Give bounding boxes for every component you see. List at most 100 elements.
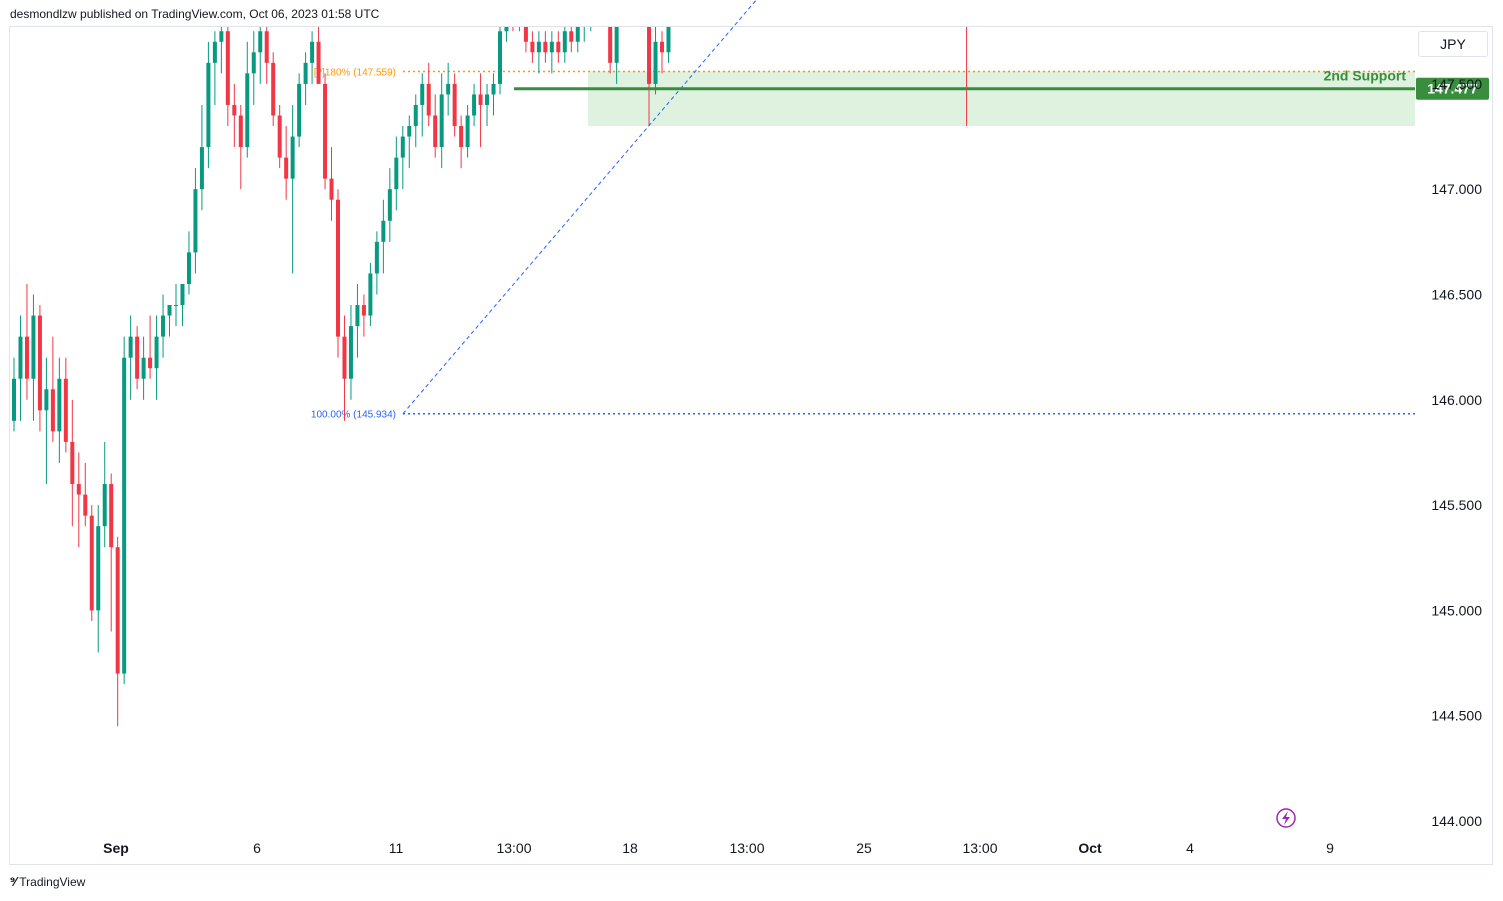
candle-body [400, 136, 405, 158]
y-tick-label: 144.500 [1431, 708, 1482, 724]
candle-body [31, 315, 36, 379]
candle-body [511, 0, 515, 10]
candle-body [478, 94, 483, 105]
candle-body [536, 41, 541, 53]
y-tick-label: 147.000 [1431, 181, 1482, 197]
y-tick-label: 145.500 [1431, 497, 1482, 513]
candle-body [452, 83, 457, 127]
candle-body [666, 27, 671, 53]
candle-body [614, 27, 619, 63]
candle-body [517, 10, 521, 21]
candle-body [569, 31, 574, 42]
candle-body [206, 62, 211, 148]
candle-body [264, 31, 269, 63]
candle-body [498, 31, 502, 84]
candle-body [219, 31, 224, 42]
candle-body [556, 41, 561, 53]
y-tick-label: 146.500 [1431, 287, 1482, 303]
candle-body [329, 178, 334, 200]
candle-body [368, 273, 373, 316]
candle-body [212, 41, 217, 63]
support-price-label: 147.477 [1427, 81, 1478, 97]
candle-body [549, 41, 554, 53]
candle-body [63, 378, 68, 442]
candle-body [141, 357, 146, 379]
support-zone [588, 71, 1415, 127]
x-tick-label: 6 [253, 840, 261, 856]
fib-mid-label: [?]180% (147.559) [314, 67, 396, 78]
candle-body [297, 83, 302, 137]
x-tick-label: 13:00 [496, 840, 531, 856]
candle-body [199, 147, 204, 190]
y-tick-label: 146.000 [1431, 392, 1482, 408]
candle-body [186, 252, 191, 284]
candle-body [472, 94, 477, 116]
lightning-icon[interactable] [1276, 808, 1296, 828]
support-resistance-levels: 2nd Resistance149.9321st Resistance149.1… [514, 68, 1489, 100]
time-axis: Sep 6 11 13:00 18 13:00 25 13:00 Oct 4 9 [103, 840, 1334, 856]
fibonacci-retracement: 0.00% (150.188)100.00% (145.934)[?]180% … [311, 0, 1415, 421]
candle-body [342, 336, 347, 379]
candle-body [426, 83, 431, 116]
candle-body [225, 31, 230, 105]
candle-body [407, 126, 412, 137]
candle-body [394, 157, 399, 190]
candle-body [271, 62, 276, 116]
candle-body [361, 305, 366, 316]
candle-body [135, 336, 140, 379]
candle-body [459, 126, 464, 148]
candle-body [439, 94, 444, 148]
support-level-name: 2nd Support [1324, 68, 1407, 84]
candle-body [122, 357, 127, 674]
candle-body [245, 73, 250, 148]
x-tick-label: 9 [1326, 840, 1334, 856]
candle-body [258, 31, 263, 53]
candle-body [232, 104, 237, 116]
candle-body [12, 378, 16, 421]
tradingview-logo-icon: ⁹⁄ [10, 875, 16, 889]
candle-body [420, 83, 425, 105]
candle-body [76, 484, 81, 495]
candle-body [582, 10, 586, 21]
candle-body [595, 0, 599, 10]
x-tick-label: 13:00 [729, 840, 764, 856]
candle-body [491, 83, 496, 95]
support-price-badge [1416, 77, 1489, 100]
candle-body [290, 136, 295, 179]
candle-body [336, 199, 340, 337]
candle-body [284, 157, 289, 179]
candle-body [387, 189, 392, 221]
candle-body [18, 336, 23, 379]
candle-body [660, 41, 664, 53]
candle-body [115, 547, 120, 674]
candle-body [446, 83, 451, 95]
chart-frame [9, 26, 1493, 865]
candle-body [50, 389, 55, 432]
candle-body [44, 389, 49, 411]
x-tick-label: Oct [1078, 840, 1102, 856]
currency-selector[interactable]: JPY [1418, 31, 1488, 57]
x-tick-label: 4 [1186, 840, 1194, 856]
price-axis: 151.000150.500150.000149.500149.000148.5… [1431, 76, 1482, 829]
candle-body [89, 515, 94, 611]
candle-body [575, 27, 580, 42]
tradingview-footer[interactable]: ⁹⁄ TradingView [10, 875, 85, 889]
candle-body [608, 27, 613, 63]
y-tick-label: 147.500 [1431, 76, 1482, 92]
candle-body [504, 27, 509, 32]
x-tick-label: 13:00 [962, 840, 997, 856]
candle-body [24, 336, 29, 379]
candle-body [589, 0, 593, 10]
x-tick-label: 25 [856, 840, 872, 856]
candle-body [109, 484, 114, 548]
x-tick-label: 11 [389, 840, 404, 856]
fib-100-label: 100.00% (145.934) [311, 410, 396, 421]
candle-body [70, 441, 75, 485]
candle-body [154, 336, 159, 369]
candle-body [96, 526, 101, 611]
candle-body [653, 41, 658, 84]
publisher-caption: desmondlzw published on TradingView.com,… [10, 7, 380, 21]
candle-body [251, 52, 256, 74]
fib-trend-line [402, 0, 757, 415]
